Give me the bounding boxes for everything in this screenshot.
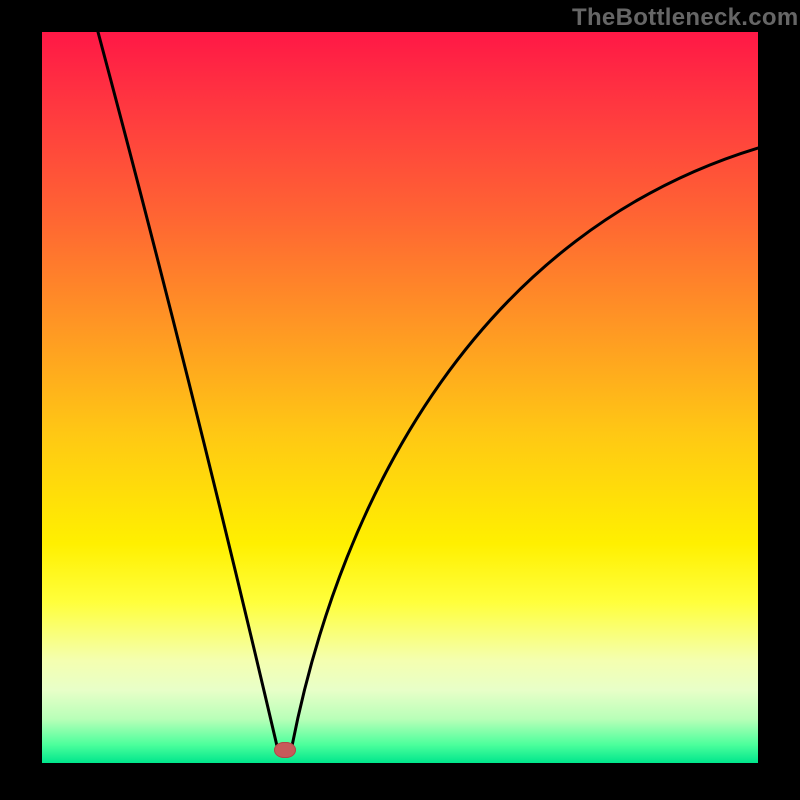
min-marker xyxy=(274,742,296,758)
frame-bottom xyxy=(0,763,800,800)
frame-left xyxy=(0,0,42,800)
plot-area xyxy=(42,32,758,763)
curve-left-branch xyxy=(98,32,277,746)
plot-svg xyxy=(42,32,758,763)
frame-right xyxy=(758,0,800,800)
curve-right-branch xyxy=(292,148,758,746)
watermark-text: TheBottleneck.com xyxy=(572,4,798,32)
figure-canvas: TheBottleneck.com xyxy=(0,0,800,800)
